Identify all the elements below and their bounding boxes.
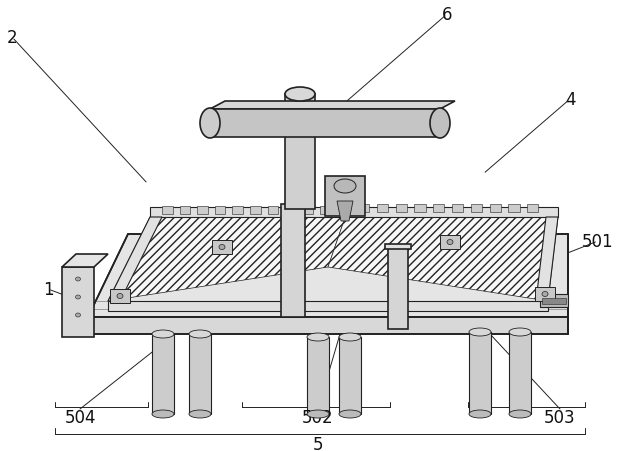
Text: 501: 501 xyxy=(582,232,614,250)
Text: 4: 4 xyxy=(565,91,575,109)
Polygon shape xyxy=(509,332,531,414)
Polygon shape xyxy=(210,102,455,110)
Ellipse shape xyxy=(447,240,453,245)
Ellipse shape xyxy=(469,328,491,336)
Ellipse shape xyxy=(307,410,329,418)
Polygon shape xyxy=(452,205,463,212)
Polygon shape xyxy=(215,207,225,215)
Polygon shape xyxy=(337,202,353,221)
Polygon shape xyxy=(469,332,491,414)
Polygon shape xyxy=(232,207,243,215)
Polygon shape xyxy=(268,207,278,215)
Polygon shape xyxy=(540,295,568,307)
Ellipse shape xyxy=(509,328,531,336)
Polygon shape xyxy=(388,248,408,329)
Polygon shape xyxy=(108,217,162,301)
Polygon shape xyxy=(535,287,555,301)
Polygon shape xyxy=(433,205,445,212)
Ellipse shape xyxy=(339,410,361,418)
Ellipse shape xyxy=(189,330,211,338)
Ellipse shape xyxy=(152,410,174,418)
Polygon shape xyxy=(108,210,348,301)
Ellipse shape xyxy=(76,313,81,318)
Polygon shape xyxy=(250,207,261,215)
Polygon shape xyxy=(339,337,361,414)
Polygon shape xyxy=(197,207,208,215)
Text: 6: 6 xyxy=(442,6,452,24)
Polygon shape xyxy=(285,207,296,215)
Polygon shape xyxy=(385,244,411,249)
Polygon shape xyxy=(303,207,314,215)
Polygon shape xyxy=(471,205,482,212)
Ellipse shape xyxy=(339,333,361,341)
Text: 5: 5 xyxy=(313,435,323,451)
Polygon shape xyxy=(358,205,370,212)
Polygon shape xyxy=(490,205,501,212)
Polygon shape xyxy=(88,318,568,334)
Polygon shape xyxy=(415,205,425,212)
Ellipse shape xyxy=(430,109,450,139)
Polygon shape xyxy=(285,95,315,210)
Ellipse shape xyxy=(189,410,211,418)
Ellipse shape xyxy=(285,88,315,102)
Ellipse shape xyxy=(307,333,329,341)
Polygon shape xyxy=(189,334,211,414)
Ellipse shape xyxy=(76,277,81,281)
Ellipse shape xyxy=(509,410,531,418)
Ellipse shape xyxy=(219,245,225,250)
Polygon shape xyxy=(212,240,232,254)
Polygon shape xyxy=(536,217,558,301)
Ellipse shape xyxy=(469,410,491,418)
Ellipse shape xyxy=(117,294,123,299)
Ellipse shape xyxy=(200,109,220,139)
Ellipse shape xyxy=(542,292,548,297)
Polygon shape xyxy=(527,205,539,212)
Polygon shape xyxy=(542,299,566,304)
Polygon shape xyxy=(328,210,558,301)
Polygon shape xyxy=(377,205,388,212)
Polygon shape xyxy=(110,290,130,304)
Ellipse shape xyxy=(76,295,81,299)
Polygon shape xyxy=(62,267,94,337)
Polygon shape xyxy=(108,301,548,311)
Polygon shape xyxy=(179,207,190,215)
Polygon shape xyxy=(150,207,558,217)
Polygon shape xyxy=(281,205,305,318)
Polygon shape xyxy=(307,337,329,414)
Polygon shape xyxy=(152,334,174,414)
Polygon shape xyxy=(210,110,440,138)
Polygon shape xyxy=(508,205,520,212)
Polygon shape xyxy=(162,207,172,215)
Polygon shape xyxy=(321,207,331,215)
Text: 1: 1 xyxy=(43,281,53,299)
Polygon shape xyxy=(440,235,460,249)
Text: 503: 503 xyxy=(544,408,576,426)
Text: 504: 504 xyxy=(64,408,96,426)
Polygon shape xyxy=(62,254,108,267)
Ellipse shape xyxy=(334,179,356,193)
Ellipse shape xyxy=(152,330,174,338)
Polygon shape xyxy=(88,235,568,318)
Polygon shape xyxy=(396,205,407,212)
Text: 502: 502 xyxy=(302,408,334,426)
Text: 2: 2 xyxy=(7,29,17,47)
Polygon shape xyxy=(325,177,365,216)
